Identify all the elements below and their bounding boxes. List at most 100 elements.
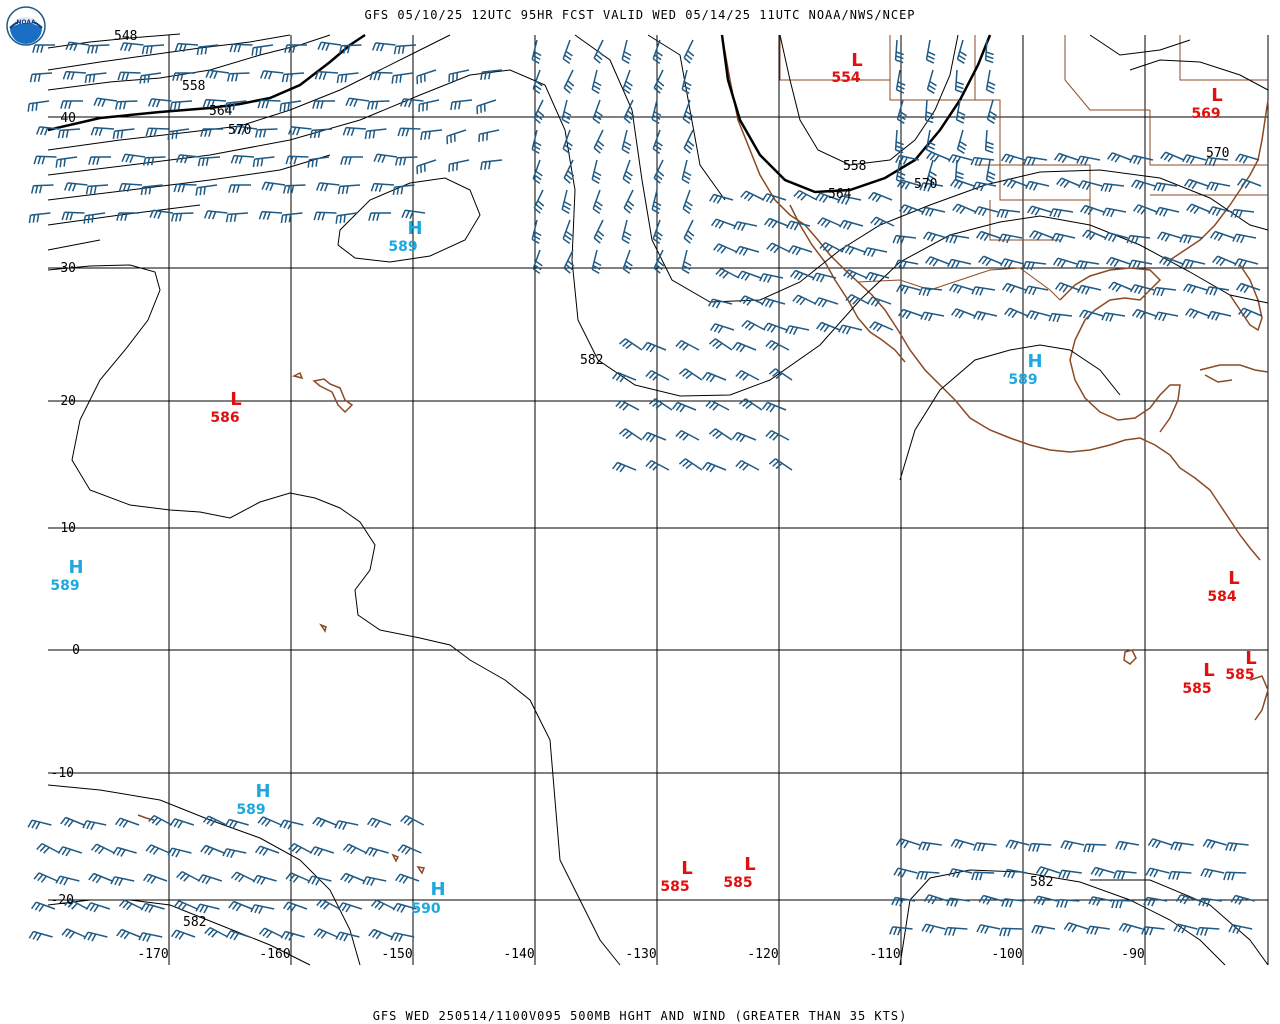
wind-barb: [57, 846, 83, 857]
wind-barb: [1205, 286, 1230, 296]
wind-barb: [1130, 179, 1156, 190]
wind-barb: [202, 98, 227, 108]
wind-barb: [84, 72, 107, 84]
wind-barb: [675, 339, 700, 351]
wind-barb: [945, 234, 970, 244]
wind-barb: [281, 72, 305, 83]
wind-barb: [709, 323, 735, 334]
contour-label: 582: [1030, 875, 1053, 890]
wind-barb: [762, 401, 787, 413]
wind-barb: [985, 159, 996, 184]
wind-barb: [476, 99, 497, 115]
wind-barb: [30, 184, 54, 194]
wind-barb: [1106, 152, 1132, 163]
contour-label: 564: [828, 187, 852, 202]
low-centers: L 554 L 569 L 586 L 584 L 585 L 585 L 58…: [210, 50, 1256, 895]
wind-barb: [786, 220, 811, 231]
wind-barb: [1000, 258, 1025, 269]
wind-barb: [1173, 923, 1198, 934]
wind-barb: [681, 159, 692, 184]
wind-barb: [892, 234, 917, 245]
wind-barb: [532, 249, 543, 275]
wind-barb: [865, 271, 890, 282]
map-caption: GFS WED 250514/1100V095 500MB HGHT AND W…: [372, 1009, 908, 1023]
wind-barb: [1209, 230, 1235, 242]
wind-barb: [309, 128, 333, 139]
wind-barb: [1076, 155, 1101, 166]
wind-barb: [174, 42, 199, 52]
wind-barb: [944, 926, 968, 936]
wind-barb: [93, 97, 118, 107]
wind-barb: [1202, 838, 1227, 849]
wind-barb: [651, 189, 662, 214]
wind-barb: [1184, 308, 1210, 319]
wind-barb: [28, 212, 51, 224]
wind-barb: [918, 286, 943, 297]
wind-barb: [970, 156, 995, 167]
wind-barb: [448, 159, 470, 173]
wind-barb: [702, 371, 727, 383]
wind-barb: [738, 398, 763, 411]
wind-barb: [173, 183, 197, 193]
wind-barb: [86, 44, 110, 54]
lat-label: -10: [51, 766, 74, 781]
wind-barb: [978, 255, 1003, 267]
wind-barb: [1179, 234, 1204, 244]
wind-barb: [891, 896, 916, 907]
wind-barb: [316, 182, 340, 192]
wind-barb: [118, 182, 143, 192]
low-symbol: L: [230, 389, 241, 410]
wind-barb: [889, 926, 913, 936]
wind-barb: [973, 842, 997, 852]
wind-barb: [88, 156, 111, 165]
wind-barb: [90, 126, 115, 136]
wind-barb: [1131, 308, 1157, 320]
wind-barb: [973, 310, 998, 321]
wind-barb: [1060, 840, 1085, 850]
wind-barb: [1230, 208, 1255, 219]
wind-barb: [996, 208, 1021, 219]
wind-barb: [675, 429, 700, 441]
wind-barb: [280, 212, 303, 224]
wind-barb: [285, 872, 310, 883]
wind-barb: [785, 325, 810, 335]
wind-barb: [681, 249, 692, 274]
wind-barb: [651, 99, 662, 124]
wind-barb: [169, 818, 195, 829]
wind-barb: [615, 399, 640, 411]
wind-barb: [591, 69, 602, 94]
wind-barb: [200, 844, 225, 856]
wind-barb: [561, 99, 572, 124]
high-value: 589: [236, 802, 265, 818]
wind-barb: [736, 270, 762, 281]
wind-barb: [531, 129, 542, 154]
wind-barb: [110, 876, 135, 886]
lat-label: 0: [72, 643, 80, 658]
wind-barb: [1234, 153, 1260, 164]
wind-barb: [226, 72, 250, 82]
wind-barb: [258, 210, 283, 220]
wind-barb: [1181, 258, 1206, 269]
wind-barb: [83, 931, 108, 942]
wind-barb: [814, 192, 840, 203]
wind-barb: [1108, 281, 1133, 293]
wind-barb: [1001, 282, 1027, 294]
wind-barb: [114, 817, 140, 828]
wind-barb: [920, 311, 945, 322]
wind-barb: [948, 283, 974, 294]
wind-barb: [170, 212, 194, 222]
wind-barb: [141, 44, 165, 55]
wind-barb: [258, 927, 283, 939]
wind-barb: [768, 368, 793, 381]
wind-barb: [593, 129, 605, 154]
lon-label: -170: [137, 947, 168, 962]
wind-barb: [197, 156, 221, 167]
wind-barb: [139, 72, 162, 84]
wind-barb: [975, 230, 1001, 242]
wind-barb: [971, 871, 995, 881]
wind-barb: [922, 231, 948, 242]
wind-barb: [64, 898, 89, 910]
wind-barb: [307, 156, 330, 168]
contour-label: 582: [580, 353, 603, 368]
wind-barb: [1170, 841, 1194, 851]
